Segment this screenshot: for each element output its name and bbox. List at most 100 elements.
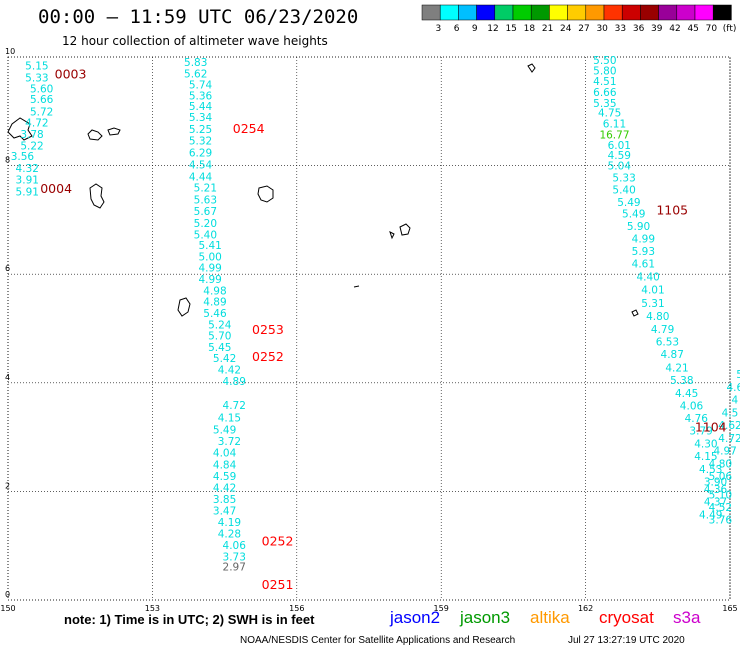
swh-value: 5.62 bbox=[184, 69, 207, 81]
chart-subtitle: 12 hour collection of altimeter wave hei… bbox=[62, 34, 328, 48]
swh-value: 4.79 bbox=[651, 324, 674, 336]
colorbar-swatch bbox=[694, 4, 714, 21]
swh-value: 5.00 bbox=[198, 252, 221, 264]
swh-value: 4.75 bbox=[598, 108, 621, 120]
island-outline bbox=[353, 285, 360, 288]
swh-value: 5.46 bbox=[203, 308, 227, 320]
swh-value: 6.01 bbox=[608, 140, 631, 152]
swh-value: 4.42 bbox=[213, 482, 236, 494]
swh-value: 5.67 bbox=[194, 206, 217, 218]
colorbar-label: 6 bbox=[454, 24, 460, 34]
swh-value: 4.36 bbox=[704, 484, 728, 496]
swh-value: 5.49 bbox=[622, 209, 645, 221]
swh-value: 4.99 bbox=[198, 274, 221, 286]
colorbar-label: 39 bbox=[651, 24, 663, 34]
swh-value: 6.66 bbox=[593, 87, 617, 99]
colorbar-swatch bbox=[458, 4, 477, 21]
swh-value: 5.50 bbox=[593, 55, 616, 67]
swh-value: 4.87 bbox=[661, 349, 684, 361]
island-outline bbox=[177, 297, 191, 317]
colorbar: 3 6 9 12 15 18 21 24 27 30 33 36 39 42 45 70 (ft) bbox=[421, 4, 736, 34]
swh-value: 5.49 bbox=[213, 424, 236, 436]
swh-value: 4.40 bbox=[636, 272, 659, 284]
swh-value: 5.32 bbox=[189, 135, 212, 147]
plot-grid bbox=[7, 56, 731, 601]
swh-value: 4.80 bbox=[646, 311, 669, 323]
footer-credit: NOAA/NESDIS Center for Satellite Applica… bbox=[240, 635, 516, 646]
swh-value: 3.73 bbox=[223, 551, 246, 563]
x-tick-label: 162 bbox=[578, 604, 593, 613]
swh-value: 4.19 bbox=[218, 517, 241, 529]
pass-label: 0003 bbox=[55, 67, 87, 82]
swh-value: 4.72 bbox=[223, 400, 246, 412]
swh-value: 3.78 bbox=[20, 129, 43, 141]
swh-value: 5.80 bbox=[593, 65, 616, 77]
swh-value: 3.79 bbox=[689, 425, 712, 437]
colorbar-label: 15 bbox=[505, 24, 516, 34]
pass-label: 0254 bbox=[233, 121, 265, 136]
colorbar-swatch bbox=[512, 4, 532, 21]
island-outline bbox=[631, 309, 639, 317]
swh-value: 6.29 bbox=[189, 147, 212, 159]
colorbar-swatch bbox=[567, 4, 587, 21]
colorbar-label: 36 bbox=[633, 24, 645, 34]
swh-value: 5.38 bbox=[670, 375, 693, 387]
swh-value: 4.99 bbox=[198, 262, 221, 274]
swh-value: 5.72 bbox=[30, 107, 53, 119]
swh-value: 3.90 bbox=[704, 476, 727, 488]
colorbar-label: 12 bbox=[487, 24, 498, 34]
swh-value: 5.15 bbox=[25, 60, 48, 72]
swh-value: 4.59 bbox=[608, 150, 631, 162]
footer-note: note: 1) Time is in UTC; 2) SWH is in fe… bbox=[64, 612, 315, 627]
x-tick-label: 156 bbox=[289, 604, 304, 613]
swh-value: 4.52 bbox=[709, 502, 732, 514]
island-outline bbox=[87, 127, 121, 141]
colorbar-label: 18 bbox=[524, 24, 536, 34]
swh-value: 4.32 bbox=[16, 163, 39, 175]
pass-labels: 0003 0004 0254 0253 0252 0252 0251 1105 1104 bbox=[40, 67, 726, 592]
swh-value: 4.76 bbox=[685, 413, 709, 425]
swh-value: 4.62 bbox=[718, 420, 740, 432]
swh-value: 5.31 bbox=[641, 298, 664, 310]
pass-label: 1105 bbox=[656, 202, 688, 217]
island-outline bbox=[527, 63, 536, 73]
swh-value: 3.85 bbox=[213, 494, 236, 506]
x-tick-label: 150 bbox=[0, 604, 15, 613]
pass-label: 0251 bbox=[262, 577, 294, 592]
swh-value: 4.30 bbox=[694, 438, 717, 450]
colorbar-label: 9 bbox=[472, 24, 478, 34]
swh-value: 5.83 bbox=[184, 57, 207, 69]
swh-value: 5.24 bbox=[208, 320, 232, 332]
colorbar-swatch bbox=[549, 4, 568, 21]
swh-value: 4.84 bbox=[213, 460, 237, 472]
swh-value: 4.59 bbox=[213, 471, 236, 483]
swh-value: 2.97 bbox=[223, 562, 246, 574]
swh-value: 5.74 bbox=[189, 79, 213, 91]
satellite-s3a: s3a bbox=[673, 608, 701, 627]
swh-value: 5.20 bbox=[194, 218, 217, 230]
pass-label: 0252 bbox=[262, 534, 294, 549]
colorbar-label: 21 bbox=[542, 24, 553, 34]
swh-value: 4 bbox=[731, 394, 738, 406]
chart-title: 00:00 – 11:59 UTC 06/23/2020 bbox=[38, 6, 359, 28]
coastlines bbox=[7, 63, 639, 317]
swh-value: 5.63 bbox=[194, 195, 217, 207]
altimeter-tracks: 5.155.335.605.665.724.723.785.223.564.32… bbox=[11, 55, 740, 574]
footer-timestamp: Jul 27 13:27:19 UTC 2020 bbox=[568, 635, 685, 646]
colorbar-swatch bbox=[603, 4, 623, 21]
swh-value: 3.72 bbox=[218, 436, 241, 448]
colorbar-swatch bbox=[585, 4, 605, 21]
island-outline bbox=[257, 185, 274, 203]
swh-value: 5.49 bbox=[617, 197, 640, 209]
swh-value: 4.49 bbox=[699, 510, 722, 522]
swh-value: 6.53 bbox=[656, 336, 679, 348]
swh-value: 4.21 bbox=[665, 362, 688, 374]
colorbar-swatch bbox=[658, 4, 678, 21]
colorbar-label: 45 bbox=[687, 24, 698, 34]
swh-value: 5.21 bbox=[194, 183, 217, 195]
swh-value: 5.66 bbox=[30, 94, 54, 106]
swh-value: 4.15 bbox=[694, 451, 717, 463]
swh-value: 5.40 bbox=[194, 229, 217, 241]
swh-value: 4.61 bbox=[632, 259, 655, 271]
swh-value: 4.45 bbox=[675, 388, 698, 400]
